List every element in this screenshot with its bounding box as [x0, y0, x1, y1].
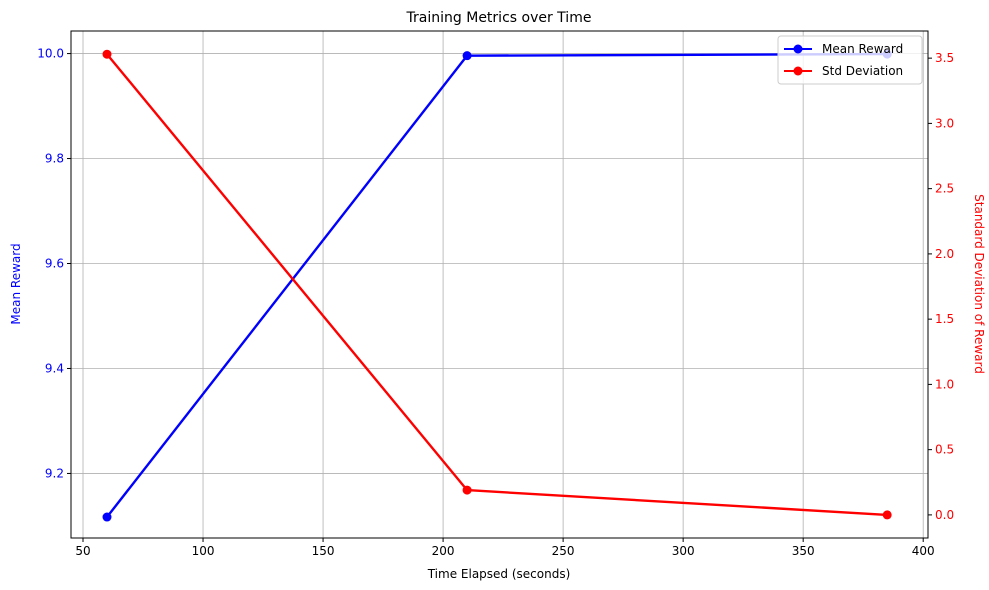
left-y-axis: 9.2 9.4 9.6 9.8 10.0 — [37, 47, 71, 480]
legend-box — [777, 35, 923, 85]
left-y-axis-title: Mean Reward — [9, 243, 23, 324]
data-point-mean-reward — [462, 51, 472, 61]
x-tick-label: 50 — [75, 544, 90, 558]
plot-frame — [70, 30, 929, 539]
right-y-tick-label: 1.0 — [935, 377, 954, 391]
legend-label-mean-reward: Mean Reward — [822, 42, 903, 56]
right-y-tick-label: 2.0 — [935, 247, 954, 261]
left-y-tick-label: 9.2 — [45, 466, 64, 480]
chart-title: Training Metrics over Time — [406, 10, 592, 26]
right-y-tick-label: 1.5 — [935, 312, 954, 326]
legend-marker-std-deviation — [793, 66, 803, 76]
x-tick-label: 100 — [192, 544, 215, 558]
right-y-tick-label: 0.5 — [935, 443, 954, 457]
data-point-std-deviation — [102, 49, 112, 59]
x-tick-label: 150 — [312, 544, 335, 558]
right-y-tick-label: 3.0 — [935, 116, 954, 130]
x-tick-label: 350 — [792, 544, 815, 558]
left-y-tick-label: 9.8 — [45, 152, 64, 166]
right-y-axis: 0.0 0.5 1.0 1.5 2.0 2.5 3.0 3.5 — [928, 51, 954, 522]
data-point-std-deviation — [882, 510, 892, 520]
right-y-tick-label: 0.0 — [935, 508, 954, 522]
legend-marker-mean-reward — [793, 44, 803, 54]
x-tick-label: 300 — [672, 544, 695, 558]
data-point-std-deviation — [462, 485, 472, 495]
x-axis-title: Time Elapsed (seconds) — [427, 567, 571, 581]
legend-label-std-deviation: Std Deviation — [822, 64, 903, 78]
right-y-tick-label: 2.5 — [935, 182, 954, 196]
left-y-tick-label: 9.4 — [45, 361, 64, 375]
x-axis: 50 100 150 200 250 300 350 400 — [75, 538, 935, 558]
right-y-tick-label: 3.5 — [935, 51, 954, 65]
left-y-tick-label: 9.6 — [45, 257, 64, 271]
right-y-axis-title: Standard Deviation of Reward — [972, 194, 986, 374]
x-tick-label: 250 — [552, 544, 575, 558]
x-tick-label: 400 — [912, 544, 935, 558]
data-point-mean-reward — [102, 512, 112, 522]
left-y-tick-label: 10.0 — [37, 47, 64, 61]
x-tick-label: 200 — [432, 544, 455, 558]
legend: Mean Reward Std Deviation — [777, 35, 923, 85]
